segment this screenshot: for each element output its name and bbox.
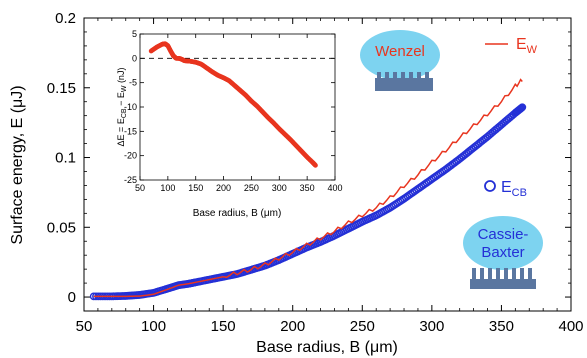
- y-tick-label: 0.15: [47, 80, 76, 97]
- cassie-droplet: [463, 216, 543, 270]
- main-axis-ticks: [83, 17, 572, 311]
- wenzel-substrate: [375, 78, 433, 91]
- inset-axis-ticks: [139, 33, 336, 181]
- wenzel-pillars: [377, 72, 429, 79]
- wenzel-pillar: [393, 72, 397, 79]
- e-w-line: [93, 78, 523, 298]
- legend-wenzel-main: E: [516, 36, 527, 53]
- inset-delta-e-point: [313, 163, 318, 168]
- inset-y-label-end: (nJ): [116, 68, 126, 86]
- inset-series: [148, 41, 318, 168]
- legend-wenzel-label: EW: [516, 36, 538, 56]
- x-tick-label: 200: [280, 318, 305, 335]
- x-tick-label: 50: [76, 318, 93, 335]
- inset-x-axis-label: Base radius, B (μm): [193, 208, 282, 219]
- y-tick-label: 0.2: [55, 10, 76, 27]
- legend-wenzel-sub: W: [527, 44, 538, 56]
- inset-y-tick-label: 0: [132, 53, 137, 63]
- legend-cb-label: ECB: [501, 179, 527, 199]
- inset-y-label-sub1: CB: [121, 108, 128, 118]
- x-tick-label: 300: [419, 318, 444, 335]
- cassie-pillar: [528, 268, 532, 280]
- legend-cb-sub: CB: [512, 187, 527, 199]
- x-tick-label: 100: [141, 318, 166, 335]
- inset-y-tick-label: -25: [124, 175, 137, 185]
- wenzel-pillar: [417, 72, 421, 79]
- wenzel-pillar: [401, 72, 405, 79]
- wenzel-pillar: [425, 72, 429, 79]
- x-axis-label: Base radius, B (μm): [256, 339, 398, 356]
- inset-chart: 50 100 150 200 250 300 350 40050-5-10-15-20-25 …: [116, 29, 343, 219]
- inset-x-tick-label: 250: [244, 183, 259, 193]
- cassie-label-line1: Cassie-: [478, 226, 529, 243]
- wenzel-pillar: [409, 72, 413, 79]
- inset-y-tick-label: -15: [124, 126, 137, 136]
- inset-x-tick-label: 150: [188, 183, 203, 193]
- inset-background: [116, 32, 342, 192]
- inset-y-label-main: ΔE = E: [116, 118, 126, 146]
- cassie-pillar: [472, 268, 476, 280]
- wenzel-schematic: Wenzel: [360, 30, 440, 91]
- inset-x-tick-label: 50: [135, 183, 145, 193]
- legend-cb-marker: [484, 180, 496, 192]
- cassie-pillar: [520, 268, 524, 280]
- inset-x-tick-label: 400: [327, 183, 342, 193]
- x-tick-label: 250: [350, 318, 375, 335]
- cassie-pillar: [504, 268, 508, 280]
- wenzel-label: Wenzel: [375, 43, 425, 60]
- cassie-pillars: [472, 268, 532, 280]
- wenzel-droplet: [360, 30, 440, 80]
- wenzel-pillar: [377, 72, 381, 79]
- inset-x-tick-label: 300: [272, 183, 287, 193]
- inset-y-axis-label: ΔE = ECB − EW (nJ): [116, 68, 128, 147]
- inset-y-tick-label: -5: [129, 78, 137, 88]
- cassie-substrate: [470, 279, 536, 289]
- legend-cb-main: E: [501, 179, 512, 196]
- cassie-pillar: [480, 268, 484, 280]
- inset-y-tick-label: -10: [124, 102, 137, 112]
- y-tick-label: 0.05: [47, 219, 76, 236]
- cassie-pillar: [496, 268, 500, 280]
- x-tick-label: 350: [489, 318, 514, 335]
- inset-y-tick-label: -20: [124, 151, 137, 161]
- e-cb-point: [518, 103, 527, 112]
- inset-x-tick-label: 350: [300, 183, 315, 193]
- cassie-pillar: [488, 268, 492, 280]
- inset-x-tick-label: 200: [216, 183, 231, 193]
- legend: EW ECB: [484, 36, 538, 199]
- plot-frame: [83, 17, 572, 312]
- y-tick-label: 0: [68, 289, 76, 306]
- y-tick-label: 0.1: [55, 150, 76, 167]
- inset-y-label-mid: − E: [116, 92, 126, 108]
- main-series: [89, 78, 527, 301]
- cassie-pillar: [512, 268, 516, 280]
- cassie-label-line2: Baxter: [481, 244, 524, 261]
- x-tick-label: 400: [558, 318, 583, 335]
- inset-y-label-sub2: W: [121, 85, 128, 92]
- wenzel-pillar: [385, 72, 389, 79]
- x-tick-label: 150: [211, 318, 236, 335]
- inset-y-tick-label: 5: [132, 29, 137, 39]
- inset-x-tick-label: 100: [160, 183, 175, 193]
- cassie-baxter-schematic: Cassie- Baxter: [463, 216, 543, 289]
- y-axis-label: Surface energy, E (μJ): [9, 85, 26, 244]
